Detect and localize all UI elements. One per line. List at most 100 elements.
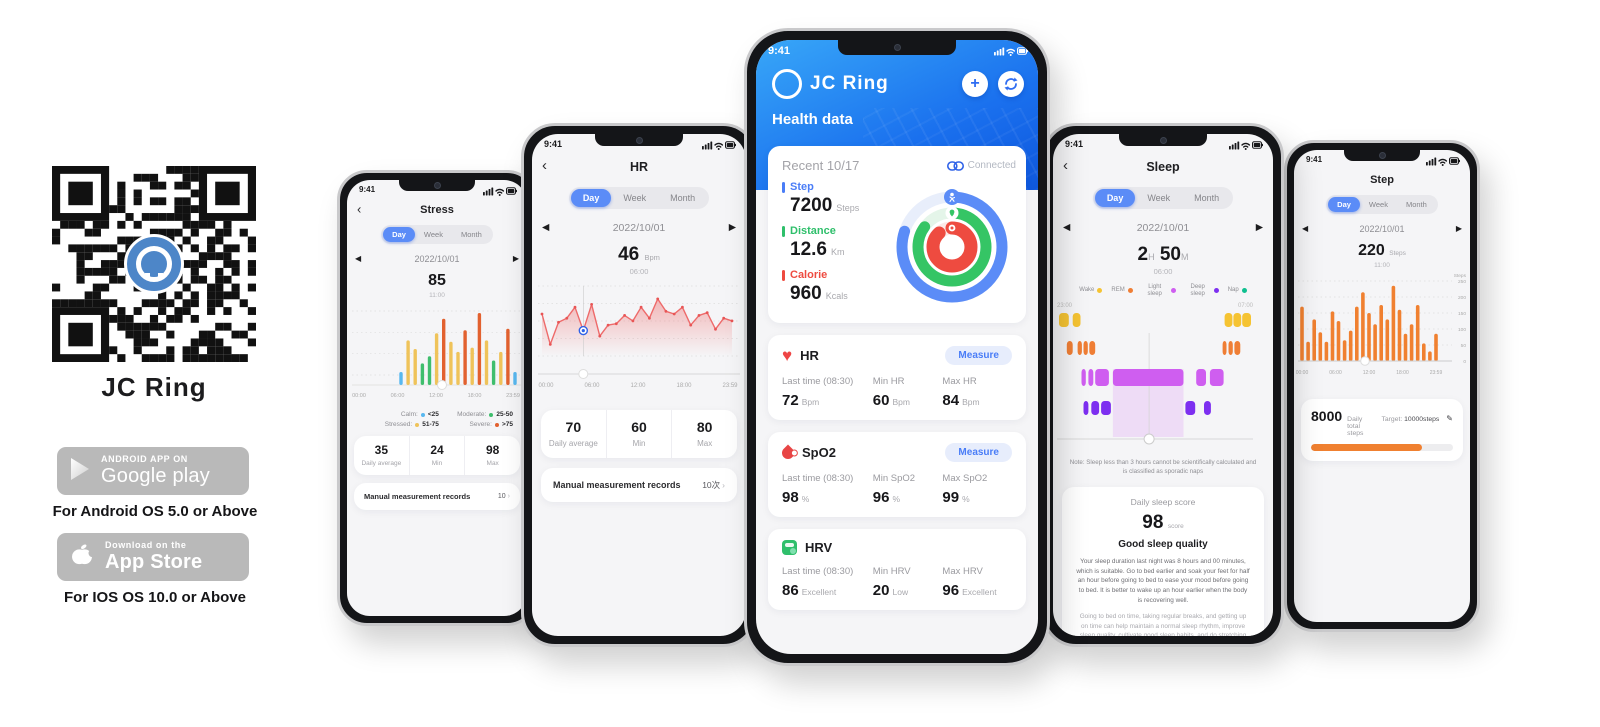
edit-target-icon[interactable]: ✎ <box>1446 414 1453 423</box>
health-screen: 9:41 JC Ring + <box>756 40 1038 654</box>
tab-month[interactable]: Month <box>1194 193 1220 203</box>
back-button[interactable]: ‹ <box>542 157 547 175</box>
recent-summary-card: Recent 10/17 Connected Step 7200 S <box>768 146 1026 323</box>
apple-icon <box>69 541 97 574</box>
next-day-button[interactable]: ▶ <box>1255 222 1263 234</box>
badge-line1: ANDROID APP ON <box>101 454 188 465</box>
google-play-icon <box>69 457 91 486</box>
notch <box>1119 134 1207 146</box>
badge-line2: App Store <box>105 550 203 573</box>
metric-value: 960 <box>790 283 822 304</box>
hrv-card: HRV Last time (08:30) 86 Excellent Min HRV… <box>768 529 1026 610</box>
notch <box>595 134 683 146</box>
camera-icon <box>893 44 901 51</box>
tab-month[interactable]: Month <box>1405 200 1427 209</box>
tab-day[interactable]: Day <box>570 189 612 207</box>
measure-spo2-button[interactable]: Measure <box>945 443 1012 462</box>
status-bar: 9:41 <box>532 134 746 150</box>
hr-line-chart[interactable]: 00:00 06:00 12:00 18:00 23:59 <box>532 276 746 400</box>
period-tabs: Day Week Month <box>1092 187 1234 209</box>
next-day-button[interactable]: ▶ <box>728 222 736 234</box>
tab-week[interactable]: Week <box>623 193 647 203</box>
svg-text:150: 150 <box>1458 311 1466 317</box>
manual-records-row[interactable]: Manual measurement records 10次 › <box>541 468 737 502</box>
manual-records-row[interactable]: Manual measurement records 10 › <box>354 483 520 510</box>
prev-day-button[interactable]: ◀ <box>1063 222 1071 234</box>
step-bar-chart[interactable]: Steps 250 200 150 100 50 0 00:00 06:00 12:… <box>1294 269 1470 391</box>
app-store-badge[interactable]: Download on the App Store <box>57 533 249 581</box>
svg-text:12:00: 12:00 <box>1363 370 1376 376</box>
page-title: Stress <box>420 204 454 216</box>
metric-label: Step <box>790 181 814 193</box>
stress-stats-card: 35 Daily average 24 Min 98 Max <box>354 436 520 475</box>
app-title: JC Ring <box>810 73 889 94</box>
hr-screen: 9:41 ‹ HR Day Week Month ◀ 2022/10/01 ▶ <box>532 134 746 636</box>
hr-unit: Bpm <box>644 253 660 262</box>
prev-day-button[interactable]: ◀ <box>542 222 550 234</box>
tab-week[interactable]: Week <box>1147 193 1171 203</box>
moderate-dot-icon <box>489 412 494 417</box>
step-value-time: 11:00 <box>1374 262 1390 269</box>
date-navigator: ◀ 2022/10/01 ▶ <box>347 254 527 264</box>
metric-list: Step 7200 Steps Distance 12.6 Km Calorie 9… <box>782 181 888 313</box>
sleep-hypnogram-chart[interactable]: 23:00 07:00 <box>1053 299 1273 455</box>
tab-day[interactable]: Day <box>383 227 415 242</box>
svg-text:12:00: 12:00 <box>429 393 443 399</box>
sleep-score: 98 <box>1142 512 1164 534</box>
step-titlebar: Step <box>1294 174 1470 186</box>
step-progress-track <box>1311 444 1453 451</box>
tab-month[interactable]: Month <box>670 193 696 203</box>
svg-text:100: 100 <box>1458 327 1466 333</box>
status-icons <box>994 46 1028 56</box>
calorie-tick-icon <box>782 269 785 281</box>
back-button[interactable]: ‹ <box>1063 157 1068 175</box>
notch <box>399 180 475 191</box>
back-button[interactable]: ‹ <box>357 201 362 217</box>
step-value: 220 <box>1358 242 1385 259</box>
measure-hr-button[interactable]: Measure <box>945 346 1012 365</box>
severe-dot-icon <box>494 422 499 427</box>
sleep-duration: 2H 50M <box>1137 244 1189 265</box>
phone-health-data: 9:41 JC Ring + <box>744 28 1050 666</box>
sync-button[interactable] <box>998 71 1024 97</box>
stress-value: 85 <box>428 272 446 289</box>
add-device-button[interactable]: + <box>962 71 988 97</box>
svg-text:23:59: 23:59 <box>506 393 520 399</box>
svg-text:00:00: 00:00 <box>538 383 554 389</box>
chevron-right-icon: › <box>722 480 725 490</box>
svg-text:18:00: 18:00 <box>468 393 482 399</box>
stress-legend: Calm: <25 Moderate: 25-50 Stressed: 51-75 S… <box>384 411 513 428</box>
blood-drop-icon <box>779 444 797 461</box>
next-day-button[interactable]: ▶ <box>512 254 519 263</box>
stress-screen: 9:41 ‹ Stress Day Week Month ◀ 2022/10/0… <box>347 180 527 616</box>
ios-caption: For IOS OS 10.0 or Above <box>64 589 246 606</box>
svg-text:50: 50 <box>1461 343 1467 349</box>
prev-day-button[interactable]: ◀ <box>1302 224 1309 233</box>
step-summary-card: 8000 Daily total steps Target: 10000step… <box>1301 399 1463 461</box>
deep-sleep-dot-icon <box>1213 288 1219 294</box>
tab-month[interactable]: Month <box>460 230 482 239</box>
sync-icon <box>1004 77 1018 91</box>
next-day-button[interactable]: ▶ <box>1455 224 1462 233</box>
metric-value: 7200 <box>790 195 833 216</box>
status-time: 9:41 <box>1065 139 1084 149</box>
svg-text:23:59: 23:59 <box>722 383 738 389</box>
tab-day[interactable]: Day <box>1328 197 1360 212</box>
heart-icon: ♥ <box>782 346 793 365</box>
sleep-screen: 9:41 ‹ Sleep Day Week Month ◀ 2022/10/01… <box>1053 134 1273 636</box>
tab-day[interactable]: Day <box>1094 189 1136 207</box>
current-date: 2022/10/01 <box>1359 224 1405 234</box>
qr-code <box>52 166 256 362</box>
svg-text:0: 0 <box>1463 359 1466 365</box>
tab-week[interactable]: Week <box>423 230 443 239</box>
jc-ring-logo-icon <box>772 69 802 99</box>
stress-bar-chart[interactable]: 00:00 06:00 12:00 18:00 23:59 <box>347 299 527 409</box>
android-caption: For Android OS 5.0 or Above <box>52 503 258 520</box>
svg-text:18:00: 18:00 <box>676 383 692 389</box>
svg-text:12:00: 12:00 <box>630 383 646 389</box>
google-play-badge[interactable]: ANDROID APP ON Google play <box>57 447 249 495</box>
svg-text:18:00: 18:00 <box>1396 370 1409 376</box>
sleep-note: Note: Sleep less than 3 hours cannot be … <box>1069 459 1257 476</box>
tab-week[interactable]: Week <box>1368 200 1388 209</box>
prev-day-button[interactable]: ◀ <box>355 254 362 263</box>
